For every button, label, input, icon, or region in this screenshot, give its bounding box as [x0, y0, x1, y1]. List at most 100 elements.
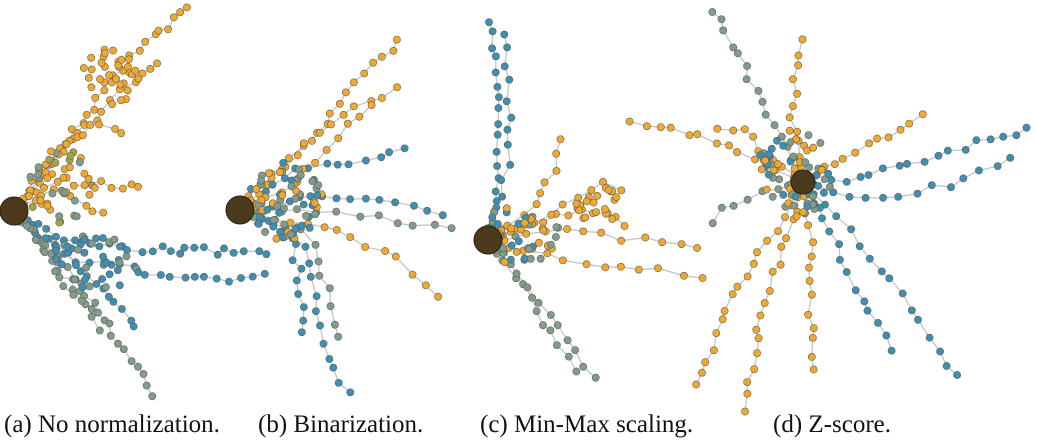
panel-c-hub-node — [612, 193, 621, 201]
panel-a-branch-6-node — [181, 273, 190, 282]
panel-a-hub-node — [63, 242, 72, 251]
panel-c-branch-6-node — [532, 307, 541, 315]
panel-b-branch-2-node — [268, 180, 277, 189]
panel-b-hub-node — [314, 181, 323, 189]
panel-d-branch-10-node — [874, 318, 882, 327]
panel-b-branch-1-node — [377, 94, 386, 102]
panel-d-branch-7-node — [768, 267, 777, 276]
panel-d-branch-1-node — [785, 113, 794, 122]
panel-c-branch-0-node — [494, 93, 503, 101]
panel-a-hub-node — [43, 201, 52, 210]
panel-b-branch-6-node — [325, 355, 334, 363]
panel-d-branch-5-node — [861, 193, 870, 202]
panel-d-branch-4-node — [879, 164, 887, 173]
panel-b-hub-node — [291, 194, 300, 203]
panel-c-branch-5-node — [617, 262, 625, 271]
panel-d-branch-6-node — [692, 380, 701, 389]
panel-a-hub-node — [71, 196, 79, 205]
panel-d-hub-node — [765, 150, 773, 159]
panel-d-branch-12-node — [713, 124, 722, 133]
panel-a-branch-5-node — [166, 247, 175, 255]
panel-d-branch-2-node — [666, 123, 675, 132]
panel-d-branch-8-node — [805, 263, 813, 272]
panel-a-branch-8-node — [142, 381, 151, 390]
panel-d-branch-6-node — [743, 272, 752, 281]
panel-a-branch-5-node — [34, 219, 43, 228]
panel-b-branch-3-node — [361, 194, 370, 203]
panel-c-branch-0-node — [493, 130, 502, 139]
panel-b-hub-node — [306, 192, 315, 200]
panel-a-branch-3-node — [70, 181, 78, 190]
panel-d-branch-4-node — [999, 132, 1008, 141]
panel-c-hub-node — [520, 218, 529, 227]
panel-d-branch-0-node — [729, 43, 738, 52]
panel-a-hub-node — [112, 75, 120, 83]
panel-d-branch-9-node — [942, 362, 951, 370]
panel-d-branch-6-node — [733, 282, 742, 291]
panel-b-branch-4-node — [320, 223, 329, 232]
panel-b-branch-6-node — [319, 339, 328, 348]
panel-d-branch-11-node — [774, 185, 783, 193]
panel-a-branch-7-node — [76, 267, 85, 276]
panel-d-branch-7-node — [782, 234, 790, 243]
panel-d-branch-6-node — [753, 248, 761, 257]
panel-c-branch-5-node — [543, 249, 552, 258]
panel-a-branch-2-node — [86, 121, 95, 129]
panel-c-hub-node — [512, 247, 521, 256]
panel-a-branch-0-node — [176, 8, 185, 17]
panel-c-branch-4-node — [617, 236, 626, 245]
panel-b-branch-0-node — [349, 78, 358, 87]
panel-b-branch-0-node — [369, 58, 377, 67]
panel-a-branch-10-node — [31, 235, 40, 244]
panel-d-branch-4-node — [934, 151, 943, 160]
panel-d-branch-11-node — [717, 203, 726, 212]
panel-b-branch-3-node — [410, 201, 418, 210]
panel-b-branch-3-node — [346, 195, 354, 203]
panel-c-branch-0-node — [493, 162, 501, 170]
panel-d-hub-node — [791, 192, 800, 201]
panel-a-hub-node — [28, 203, 37, 211]
panel-d-branch-2-node — [693, 130, 702, 139]
panel-a-hub-node — [80, 248, 89, 257]
panel-d-branch-6-edge — [695, 184, 806, 385]
panel-a-hub-node — [110, 235, 119, 244]
panel-d-branch-0-node — [708, 8, 717, 16]
panel-b-hub-node — [273, 202, 282, 210]
panel-a-branch-3-node — [97, 177, 105, 185]
panel-d-branch-6-node — [763, 236, 771, 245]
panel-d-branch-0-node — [717, 15, 726, 24]
panel-d-hub-node — [820, 188, 828, 197]
panel-c-hub-node — [592, 208, 600, 216]
panel-d-branch-8-node — [804, 221, 812, 230]
panel-c-hub-node — [604, 186, 613, 194]
panel-d-hub-node — [808, 192, 817, 201]
panel-b-branch-2-node — [377, 153, 386, 162]
panel-d-branch-7-node — [756, 311, 765, 320]
panel-a-branch-10-node — [23, 221, 31, 230]
panel-d-branch-3-node — [838, 154, 847, 163]
panel-c-branch-7-node — [547, 311, 555, 319]
panel-d-branch-2-node — [725, 141, 733, 150]
panel-d-branch-5-node — [947, 183, 955, 192]
panel-c-branch-5-node — [601, 263, 610, 272]
panel-d-hub-node — [792, 212, 801, 221]
panel-a-branch-6-node — [260, 269, 269, 278]
panel-d-branch-12-node — [729, 126, 738, 135]
panel-a-branch-0-node — [67, 125, 76, 134]
panel-d-branch-2-node — [733, 148, 741, 157]
panel-d-branch-0-node — [770, 121, 779, 129]
caption-a: (a) No normalization. — [4, 411, 220, 438]
panel-d-branch-1-node — [793, 127, 801, 136]
panel-d-branch-12-node — [740, 125, 749, 134]
panel-a-hub-node — [59, 173, 68, 182]
panel-d-hub-node — [773, 136, 781, 145]
panel-a-branch-6-node — [212, 274, 221, 283]
panel-b-branch-2-node — [280, 174, 289, 183]
panel-b-hub-node — [305, 223, 314, 232]
panel-a-hub-node — [82, 263, 90, 272]
panel-c-branch-3-node — [564, 211, 573, 220]
panel-d-branch-8-node — [808, 290, 816, 299]
panel-a-branch-3-node — [119, 184, 127, 193]
panel-c-branch-4-node — [677, 240, 686, 248]
panel-b-branch-0-node — [377, 52, 386, 61]
